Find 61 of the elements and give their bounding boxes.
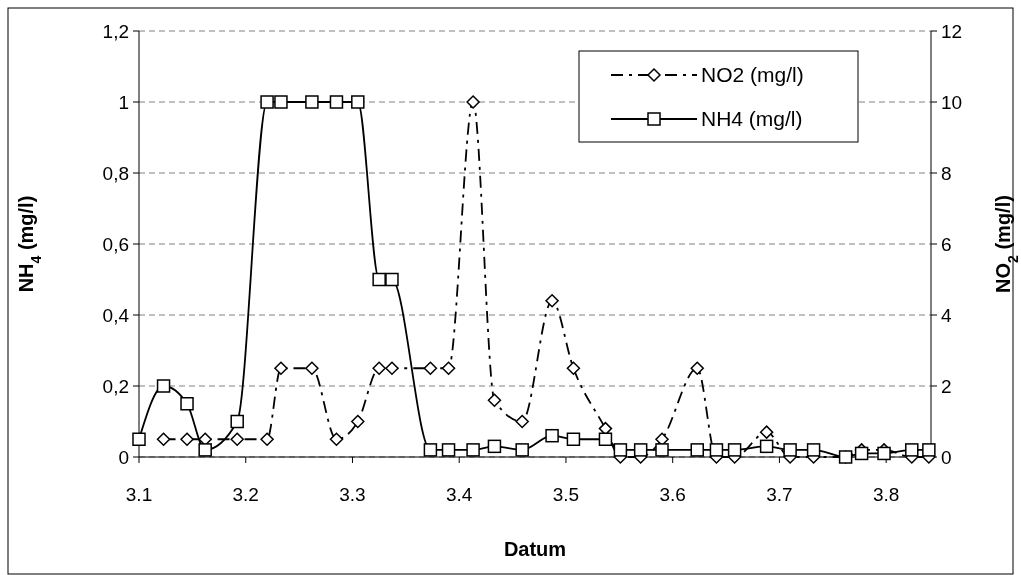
x-tick-label: 3.4 <box>446 484 473 505</box>
point <box>423 443 438 457</box>
point <box>598 432 613 446</box>
point <box>759 425 774 439</box>
y-tick-label: 1,2 <box>102 20 129 42</box>
point <box>329 95 344 109</box>
point <box>487 439 502 454</box>
legend-label: NH4 (mg/l) <box>701 107 803 131</box>
point <box>905 443 919 457</box>
point <box>709 443 724 457</box>
x-tick-label: 3.2 <box>232 484 259 505</box>
y-tick-label: 1 <box>118 91 129 113</box>
point <box>922 443 936 457</box>
point <box>727 443 742 457</box>
point <box>690 443 704 457</box>
x-tick-label: 3.5 <box>552 484 580 505</box>
point <box>877 446 891 461</box>
point <box>372 272 386 287</box>
x-tick-label: 3.1 <box>125 484 153 505</box>
y2-tick-label: 6 <box>941 233 952 255</box>
y2-tick-label: 4 <box>941 304 952 326</box>
point <box>466 443 480 457</box>
point <box>180 397 194 411</box>
x-axis-title: Datum <box>503 538 567 560</box>
point <box>515 443 529 457</box>
x-tick-label: 3.8 <box>872 484 900 505</box>
point <box>230 414 244 429</box>
point <box>545 428 559 443</box>
point <box>305 95 319 109</box>
point <box>806 443 821 457</box>
point <box>198 443 212 457</box>
point <box>385 272 399 287</box>
point <box>132 432 146 446</box>
legend-label: NO2 (mg/l) <box>701 63 804 87</box>
point <box>156 379 171 393</box>
x-tick-label: 3.3 <box>339 484 366 505</box>
point <box>838 450 853 464</box>
point <box>260 95 274 109</box>
x-tick-label: 3.6 <box>659 484 686 505</box>
point <box>759 439 774 454</box>
point <box>854 446 869 461</box>
point <box>613 443 628 457</box>
y2-tick-label: 8 <box>941 162 952 184</box>
point <box>633 443 648 457</box>
point <box>783 443 797 457</box>
y-tick-label: 0 <box>118 446 129 468</box>
y-tick-label: 0,6 <box>102 233 129 255</box>
point <box>566 432 581 446</box>
x-tick-label: 3.7 <box>766 484 793 505</box>
y2-tick-label: 2 <box>941 375 952 397</box>
point <box>351 95 365 109</box>
y2-tick-label: 10 <box>941 91 963 113</box>
y-tick-label: 0,8 <box>102 162 129 184</box>
point <box>274 95 288 109</box>
point <box>441 443 456 457</box>
y2-tick-label: 0 <box>941 446 952 468</box>
point <box>655 443 669 457</box>
y-tick-label: 0,2 <box>102 375 129 397</box>
y2-tick-label: 12 <box>941 20 963 42</box>
y-tick-label: 0,4 <box>102 304 130 326</box>
point <box>385 361 399 375</box>
